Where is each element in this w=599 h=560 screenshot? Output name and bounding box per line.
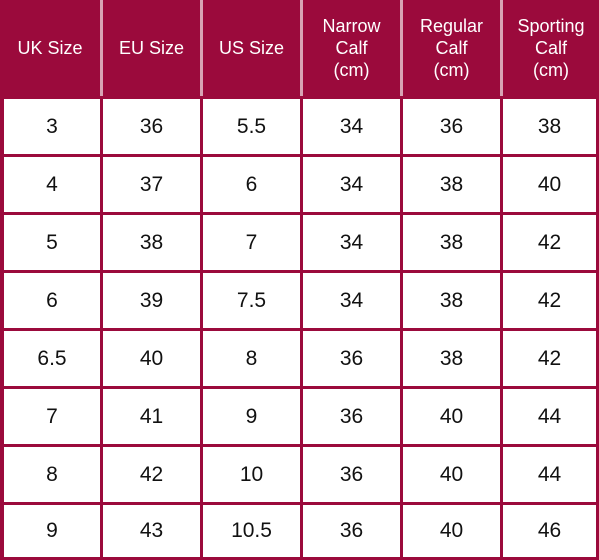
column-header-line: US Size <box>218 38 285 58</box>
table-cell-narrow-calf: 34 <box>300 212 400 270</box>
table-cell-eu-size: 39 <box>100 270 200 328</box>
table-cell-uk-size: 5 <box>0 212 100 270</box>
column-header-line: Calf <box>435 38 468 58</box>
column-header-line: (cm) <box>333 60 370 80</box>
table-row: 6.5 40 8 36 38 42 <box>0 328 599 386</box>
table-cell-eu-size: 38 <box>100 212 200 270</box>
column-header-narrow-calf: Narrow Calf (cm) <box>300 0 400 96</box>
table-cell-us-size: 7 <box>200 212 300 270</box>
column-header-line: Regular <box>419 16 484 36</box>
table-cell-narrow-calf: 34 <box>300 154 400 212</box>
table-cell-regular-calf: 36 <box>400 96 500 154</box>
table-cell-us-size: 6 <box>200 154 300 212</box>
table-cell-eu-size: 41 <box>100 386 200 444</box>
table-cell-sporting-calf: 46 <box>500 502 599 560</box>
column-header-line: Calf <box>534 38 567 58</box>
column-header-line: (cm) <box>433 60 470 80</box>
table-cell-regular-calf: 40 <box>400 386 500 444</box>
table-cell-eu-size: 42 <box>100 444 200 502</box>
column-header-line: UK Size <box>17 38 83 58</box>
table-cell-eu-size: 43 <box>100 502 200 560</box>
table-cell-sporting-calf: 44 <box>500 444 599 502</box>
table-cell-eu-size: 37 <box>100 154 200 212</box>
table-cell-sporting-calf: 42 <box>500 270 599 328</box>
column-header-line: Sporting <box>517 16 585 36</box>
table-row: 3 36 5.5 34 36 38 <box>0 96 599 154</box>
table-cell-regular-calf: 40 <box>400 444 500 502</box>
column-header-us-size: US Size <box>200 0 300 96</box>
table-cell-uk-size: 6.5 <box>0 328 100 386</box>
table-cell-sporting-calf: 40 <box>500 154 599 212</box>
table-cell-us-size: 5.5 <box>200 96 300 154</box>
table-cell-eu-size: 40 <box>100 328 200 386</box>
table-row: 6 39 7.5 34 38 42 <box>0 270 599 328</box>
table-cell-us-size: 10 <box>200 444 300 502</box>
table-header: UK Size EU Size US Size Narrow Calf (cm) Regul… <box>0 0 599 96</box>
table-row: 9 43 10.5 36 40 46 <box>0 502 599 560</box>
table-row: 7 41 9 36 40 44 <box>0 386 599 444</box>
table-cell-regular-calf: 40 <box>400 502 500 560</box>
table-cell-uk-size: 7 <box>0 386 100 444</box>
table-cell-uk-size: 4 <box>0 154 100 212</box>
table-cell-uk-size: 9 <box>0 502 100 560</box>
table-cell-regular-calf: 38 <box>400 212 500 270</box>
column-header-line: EU Size <box>118 38 185 58</box>
table-cell-regular-calf: 38 <box>400 328 500 386</box>
column-header-eu-size: EU Size <box>100 0 200 96</box>
header-row: UK Size EU Size US Size Narrow Calf (cm) Regul… <box>0 0 599 96</box>
table-cell-us-size: 7.5 <box>200 270 300 328</box>
table-cell-uk-size: 6 <box>0 270 100 328</box>
table-cell-regular-calf: 38 <box>400 154 500 212</box>
column-header-regular-calf: Regular Calf (cm) <box>400 0 500 96</box>
table-cell-narrow-calf: 34 <box>300 270 400 328</box>
table-cell-us-size: 9 <box>200 386 300 444</box>
table-cell-regular-calf: 38 <box>400 270 500 328</box>
table-cell-sporting-calf: 38 <box>500 96 599 154</box>
column-header-sporting-calf: Sporting Calf (cm) <box>500 0 599 96</box>
column-header-line: Calf <box>335 38 368 58</box>
table-cell-sporting-calf: 42 <box>500 328 599 386</box>
table-cell-narrow-calf: 36 <box>300 444 400 502</box>
table-cell-narrow-calf: 36 <box>300 502 400 560</box>
table-row: 8 42 10 36 40 44 <box>0 444 599 502</box>
table-cell-narrow-calf: 34 <box>300 96 400 154</box>
table-body: 3 36 5.5 34 36 38 4 37 6 34 38 40 5 38 7 34 38 42 6 39 7.5 34… <box>0 96 599 560</box>
table-cell-eu-size: 36 <box>100 96 200 154</box>
column-header-line: Narrow <box>322 16 381 36</box>
table-cell-sporting-calf: 42 <box>500 212 599 270</box>
table-cell-narrow-calf: 36 <box>300 328 400 386</box>
table-cell-sporting-calf: 44 <box>500 386 599 444</box>
column-header-uk-size: UK Size <box>0 0 100 96</box>
table-row: 4 37 6 34 38 40 <box>0 154 599 212</box>
table-cell-uk-size: 8 <box>0 444 100 502</box>
table-row: 5 38 7 34 38 42 <box>0 212 599 270</box>
table-cell-uk-size: 3 <box>0 96 100 154</box>
table-cell-us-size: 10.5 <box>200 502 300 560</box>
column-header-line: (cm) <box>533 60 569 80</box>
table-cell-narrow-calf: 36 <box>300 386 400 444</box>
table-cell-us-size: 8 <box>200 328 300 386</box>
